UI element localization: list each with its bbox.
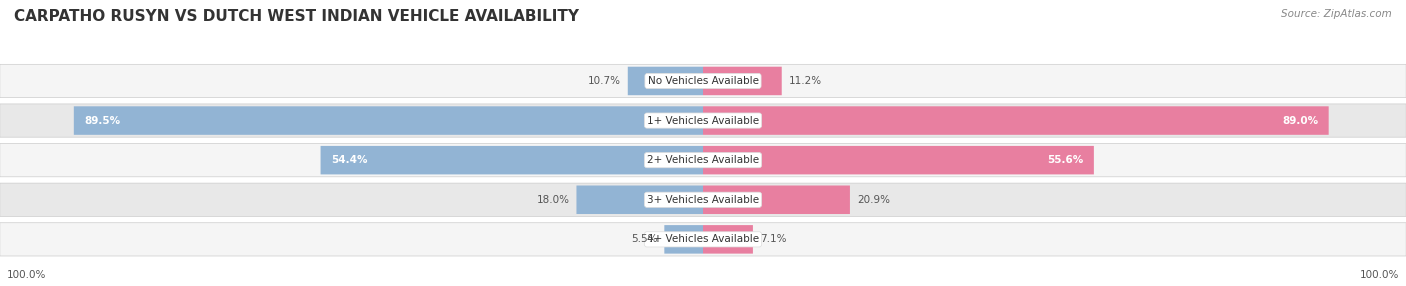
FancyBboxPatch shape	[665, 225, 703, 254]
Text: 5.5%: 5.5%	[631, 234, 657, 244]
Text: 89.5%: 89.5%	[84, 116, 121, 126]
FancyBboxPatch shape	[0, 144, 1406, 177]
FancyBboxPatch shape	[73, 106, 703, 135]
Text: Source: ZipAtlas.com: Source: ZipAtlas.com	[1281, 9, 1392, 19]
FancyBboxPatch shape	[703, 106, 1329, 135]
FancyBboxPatch shape	[0, 104, 1406, 137]
FancyBboxPatch shape	[703, 67, 782, 95]
Text: 3+ Vehicles Available: 3+ Vehicles Available	[647, 195, 759, 205]
Text: 2+ Vehicles Available: 2+ Vehicles Available	[647, 155, 759, 165]
FancyBboxPatch shape	[703, 225, 754, 254]
FancyBboxPatch shape	[627, 67, 703, 95]
Text: 89.0%: 89.0%	[1282, 116, 1319, 126]
Text: 55.6%: 55.6%	[1047, 155, 1084, 165]
Text: 54.4%: 54.4%	[332, 155, 367, 165]
Text: 1+ Vehicles Available: 1+ Vehicles Available	[647, 116, 759, 126]
Text: 10.7%: 10.7%	[588, 76, 621, 86]
Text: 100.0%: 100.0%	[1360, 270, 1399, 279]
Text: 100.0%: 100.0%	[7, 270, 46, 279]
Text: 4+ Vehicles Available: 4+ Vehicles Available	[647, 234, 759, 244]
FancyBboxPatch shape	[703, 146, 1094, 174]
Text: 20.9%: 20.9%	[858, 195, 890, 205]
FancyBboxPatch shape	[0, 183, 1406, 217]
Text: CARPATHO RUSYN VS DUTCH WEST INDIAN VEHICLE AVAILABILITY: CARPATHO RUSYN VS DUTCH WEST INDIAN VEHI…	[14, 9, 579, 23]
FancyBboxPatch shape	[321, 146, 703, 174]
FancyBboxPatch shape	[576, 186, 703, 214]
FancyBboxPatch shape	[0, 223, 1406, 256]
FancyBboxPatch shape	[0, 64, 1406, 98]
Text: No Vehicles Available: No Vehicles Available	[648, 76, 758, 86]
FancyBboxPatch shape	[703, 186, 849, 214]
Text: 18.0%: 18.0%	[537, 195, 569, 205]
Text: 11.2%: 11.2%	[789, 76, 823, 86]
Text: 7.1%: 7.1%	[759, 234, 786, 244]
